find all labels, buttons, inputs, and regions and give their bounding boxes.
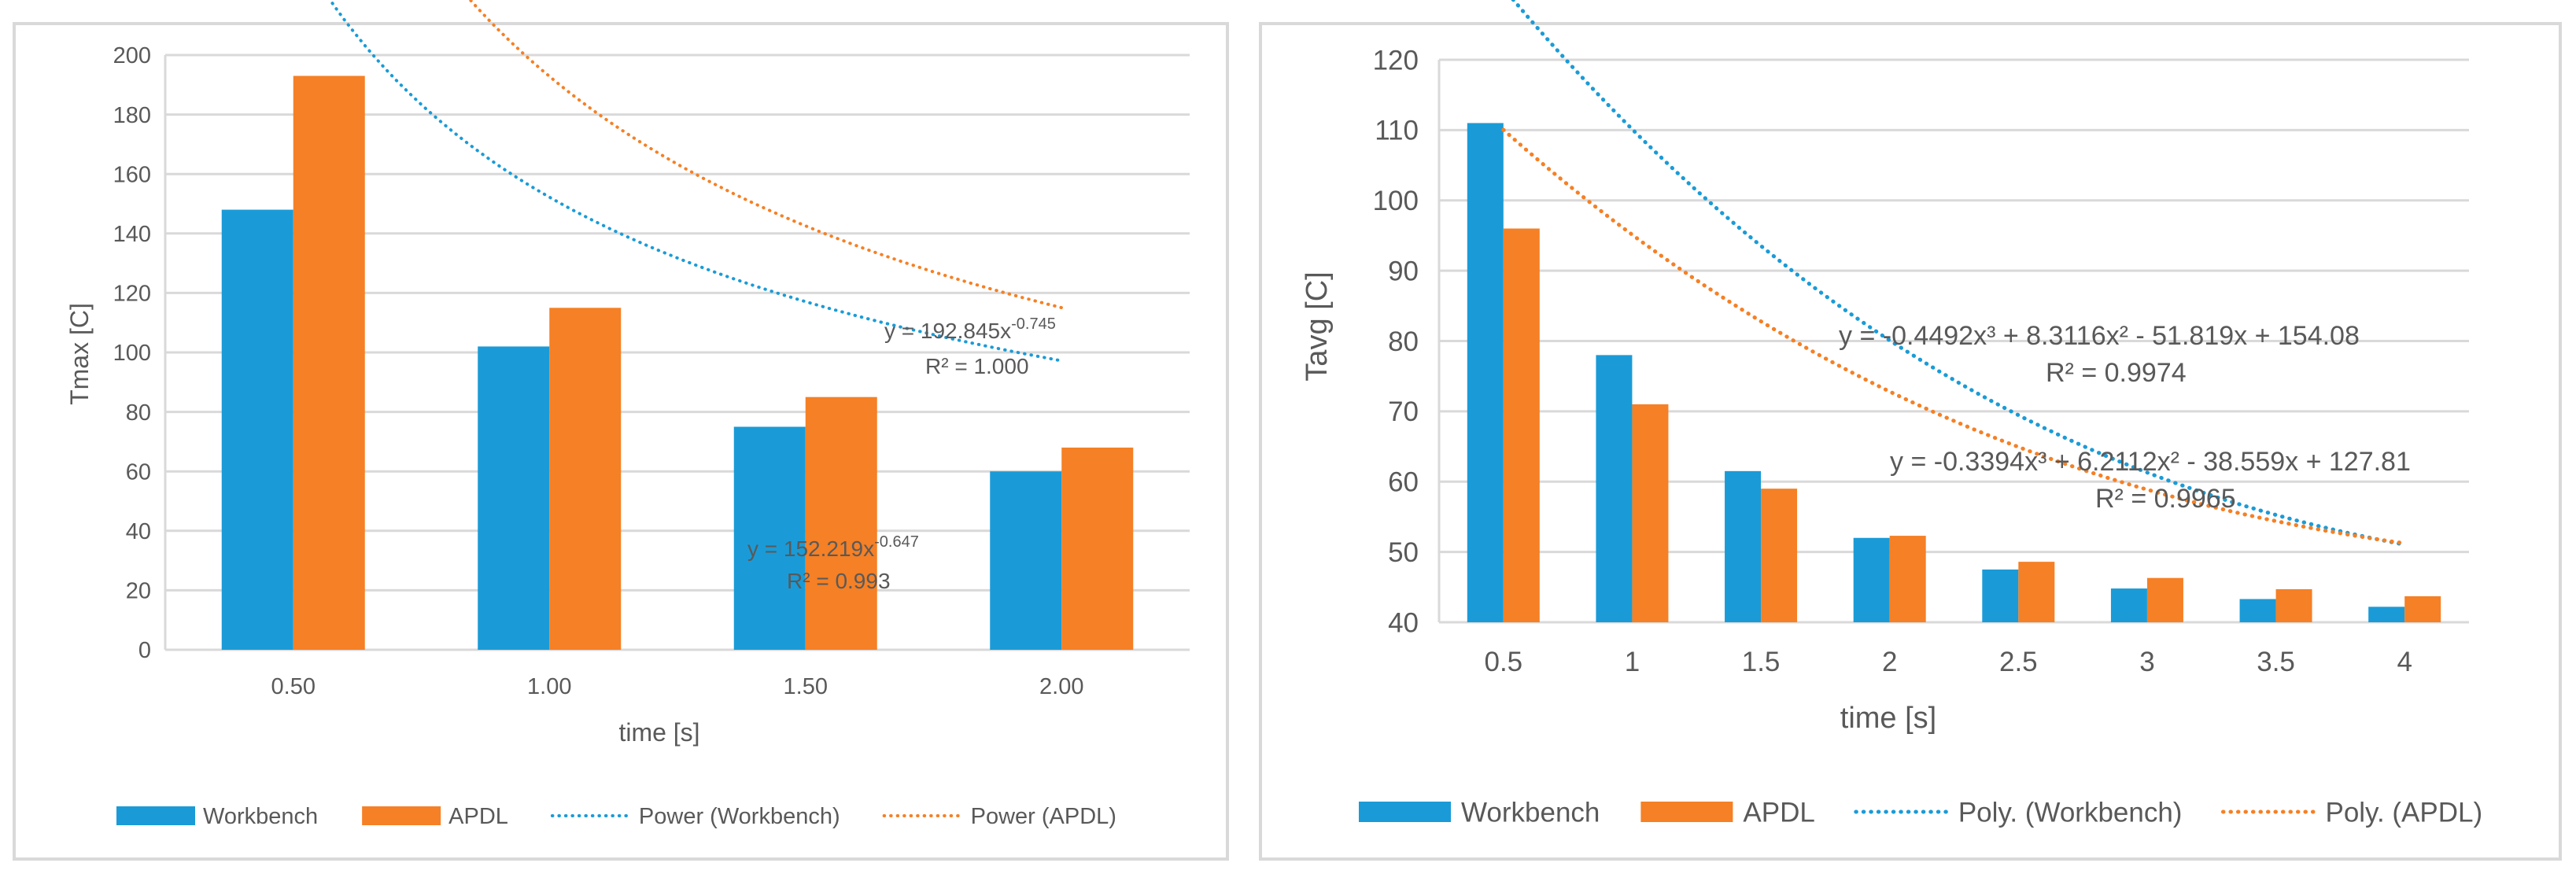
- bar-workbench-2.00: [990, 471, 1062, 650]
- y-tick-label: 120: [1373, 45, 1419, 76]
- x-tick-label: 3: [2139, 647, 2154, 677]
- legend: Workbench APDL Power (Workbench) Power (APD…: [116, 804, 1116, 829]
- y-tick-label: 70: [1388, 396, 1419, 427]
- legend-label: Workbench: [1461, 797, 1600, 828]
- y-axis-title: Tavg [C]: [1301, 271, 1334, 381]
- y-tick-label: 90: [1388, 256, 1419, 286]
- legend-label: APDL: [448, 804, 508, 829]
- bar-workbench-0.50: [221, 209, 293, 650]
- legend-swatch: [1359, 802, 1451, 822]
- tmax-chart-panel: 0 20 40 60 80 100 120 140 160 180 200 0.50 1.00 1.50…: [0, 0, 1259, 885]
- trendline-poly-apdl: [1501, 127, 2407, 546]
- trend-r2-apdl: R² = 1.000: [925, 354, 1029, 378]
- x-tick-label: 1: [1625, 647, 1640, 677]
- trend-equation-workbench: y = -0.4492x³ + 8.3116x² - 51.819x + 154…: [1839, 321, 2360, 351]
- bar-apdl-3.5: [2275, 588, 2312, 622]
- trend-r2-workbench: R² = 0.9974: [2046, 358, 2187, 388]
- bar-apdl-1.5: [1761, 489, 1798, 622]
- bar-workbench-1.00: [478, 346, 550, 650]
- legend-swatch: [1640, 802, 1733, 822]
- y-axis-title: Tmax [C]: [65, 303, 94, 405]
- y-tick-label: 100: [1373, 186, 1419, 216]
- bar-apdl-1.50: [805, 396, 877, 650]
- bar-apdl-2.5: [2018, 562, 2055, 622]
- trendline-power-workbench: [328, 0, 1064, 363]
- trend-r2-apdl: R² = 0.9965: [2095, 484, 2236, 514]
- y-tick-label: 60: [126, 459, 151, 485]
- x-tick-label: 1.00: [527, 674, 571, 699]
- y-tick-label: 40: [126, 519, 151, 544]
- legend-swatch: [116, 806, 195, 825]
- y-tick-label: 50: [1388, 537, 1419, 568]
- bar-workbench-3.5: [2239, 599, 2276, 622]
- tmax-chart: 0 20 40 60 80 100 120 140 160 180 200 0.50 1.00 1.50…: [13, 0, 1229, 861]
- x-tick-label: 2.5: [1999, 647, 2038, 677]
- bar-apdl-1: [1632, 404, 1669, 622]
- legend-label: Workbench: [203, 804, 318, 829]
- legend-label: APDL: [1743, 797, 1814, 828]
- trend-r2-workbench: R² = 0.993: [787, 569, 891, 593]
- y-tick-label: 200: [113, 43, 151, 68]
- x-tick-label: 0.50: [271, 674, 316, 699]
- y-tick-label: 120: [113, 282, 151, 307]
- y-tick-label: 20: [126, 579, 151, 604]
- bar-apdl-1.00: [549, 308, 622, 650]
- x-axis-title: time [s]: [618, 718, 699, 747]
- x-axis-title: time [s]: [1840, 702, 1936, 735]
- y-tick-label: 60: [1388, 467, 1419, 498]
- bar-workbench-1: [1596, 355, 1633, 622]
- tavg-chart-panel: 40 50 60 70 80 90 100 110 120 0.5 1 1.5 2 2.5 3 3.5 4 t…: [1259, 0, 2576, 885]
- bar-apdl-3: [2146, 577, 2183, 622]
- x-tick-label: 4: [2397, 647, 2412, 677]
- x-tick-label: 1.5: [1742, 647, 1781, 677]
- y-tick-label: 40: [1388, 607, 1419, 638]
- trend-equation-apdl-base: y = 192.845x: [884, 319, 1011, 343]
- bar-workbench-2.5: [1982, 569, 2019, 622]
- tavg-chart: 40 50 60 70 80 90 100 110 120 0.5 1 1.5 2 2.5 3 3.5 4 t…: [1259, 0, 2562, 861]
- legend-label: Power (Workbench): [639, 804, 840, 829]
- trendline-poly-workbench: [1511, 0, 2407, 547]
- bar-apdl-4: [2404, 596, 2441, 622]
- y-tick-label: 80: [126, 400, 151, 426]
- bar-apdl-2.00: [1061, 447, 1134, 650]
- trend-equation-apdl: y = 192.845x-0.745: [884, 315, 1056, 343]
- legend-label: Poly. (Workbench): [1958, 797, 2183, 828]
- bar-workbench-1.50: [733, 426, 806, 650]
- y-tick-label: 180: [113, 103, 151, 128]
- legend-label: Poly. (APDL): [2325, 797, 2482, 828]
- bar-workbench-0.5: [1467, 123, 1504, 622]
- bar-workbench-1.5: [1725, 470, 1762, 622]
- bar-apdl-2: [1889, 536, 1926, 622]
- bar-apdl-0.50: [293, 76, 365, 650]
- y-tick-label: 110: [1375, 116, 1419, 146]
- trendline-power-apdl: [468, 0, 1064, 310]
- bar-workbench-3: [2110, 588, 2147, 622]
- x-tick-label: 0.5: [1484, 647, 1522, 677]
- legend-swatch: [362, 806, 441, 825]
- trend-equation-apdl: y = -0.3394x³ + 6.2112x² - 38.559x + 127…: [1890, 447, 2411, 477]
- trend-equation-workbench: y = 152.219x-0.647: [747, 533, 919, 561]
- y-tick-label: 0: [138, 638, 151, 663]
- y-tick-label: 140: [113, 222, 151, 247]
- y-tick-label: 160: [113, 162, 151, 187]
- y-tick-label: 100: [113, 341, 151, 366]
- trend-equation-workbench-exponent: -0.647: [874, 533, 919, 551]
- legend: Workbench APDL Poly. (Workbench) Poly. (APD…: [1359, 797, 2482, 828]
- legend-label: Power (APDL): [971, 804, 1116, 829]
- x-tick-label: 3.5: [2257, 647, 2295, 677]
- trend-equation-apdl-exponent: -0.745: [1011, 315, 1056, 333]
- x-tick-label: 2.00: [1039, 674, 1083, 699]
- bar-apdl-0.5: [1503, 228, 1540, 622]
- bar-workbench-4: [2368, 607, 2405, 622]
- x-tick-label: 1.50: [784, 674, 828, 699]
- x-tick-label: 2: [1882, 647, 1897, 677]
- y-tick-label: 80: [1388, 326, 1419, 357]
- bar-workbench-2: [1853, 537, 1890, 622]
- trend-equation-workbench-base: y = 152.219x: [747, 537, 874, 561]
